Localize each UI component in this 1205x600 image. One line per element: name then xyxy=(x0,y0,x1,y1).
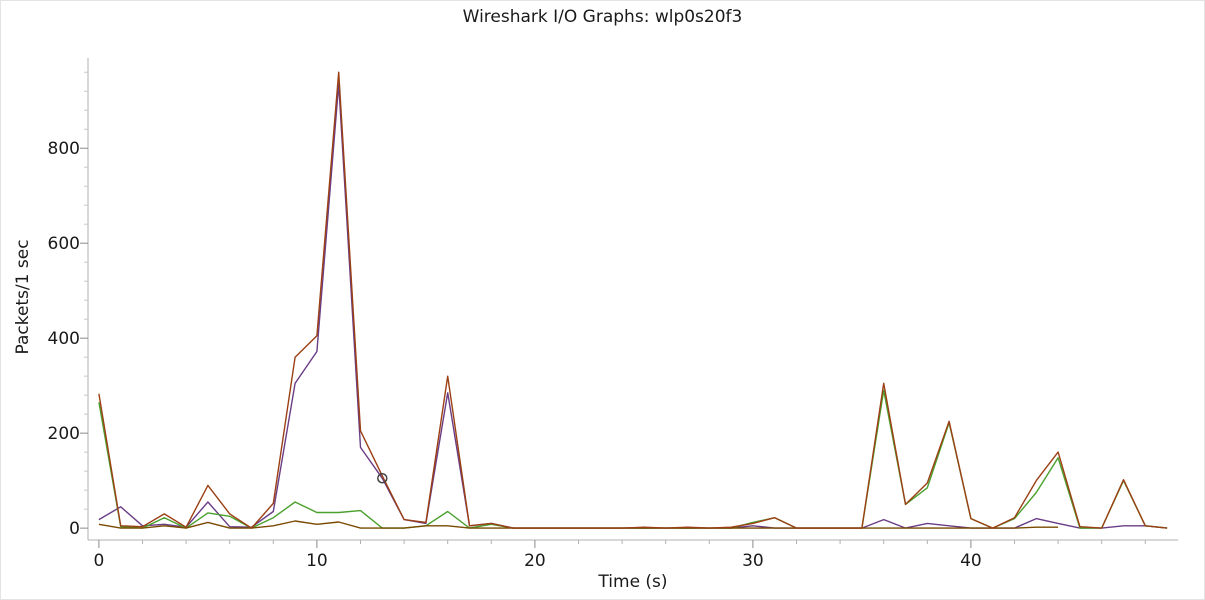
x-tick-label: 10 xyxy=(306,551,328,571)
x-tick-label: 0 xyxy=(93,551,104,571)
chart-title: Wireshark I/O Graphs: wlp0s20f3 xyxy=(462,7,743,27)
y-tick-label: 800 xyxy=(48,139,80,159)
series-2-line xyxy=(98,389,1168,529)
x-tick-label: 30 xyxy=(742,551,764,571)
y-tick-label: 200 xyxy=(48,424,80,444)
series-layer xyxy=(98,71,1168,529)
y-tick-label: 600 xyxy=(48,234,80,254)
y-axis-label: Packets/1 sec xyxy=(13,239,33,354)
hover-marker xyxy=(377,473,388,484)
series-4-line xyxy=(98,71,1168,529)
y-tick-label: 0 xyxy=(69,519,80,539)
marker-layer xyxy=(377,473,388,484)
x-tick-label: 40 xyxy=(960,551,982,571)
series-1-line xyxy=(98,83,1168,529)
y-tick-label: 400 xyxy=(48,329,80,349)
x-axis-label: Time (s) xyxy=(597,572,667,592)
x-tick-label: 20 xyxy=(524,551,546,571)
